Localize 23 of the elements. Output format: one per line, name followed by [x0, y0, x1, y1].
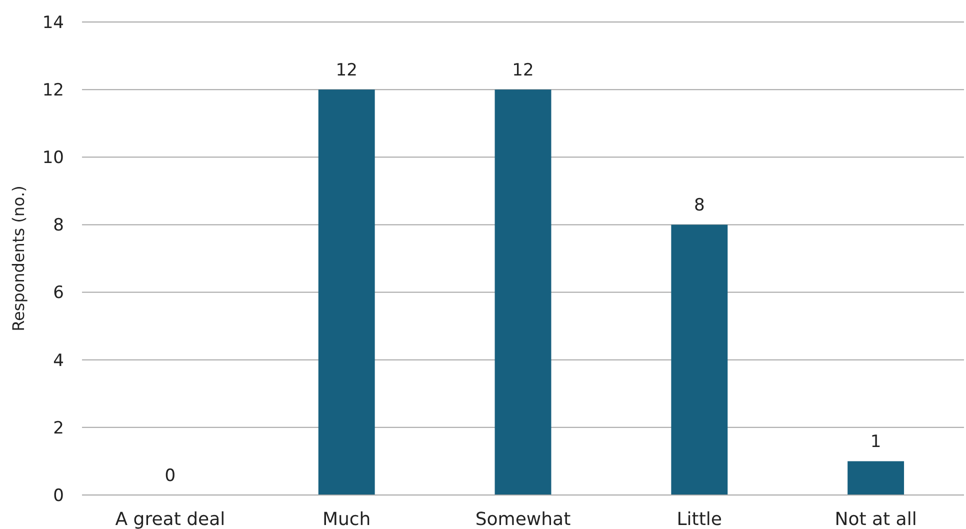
bar — [671, 224, 728, 495]
y-axis-title: Respondents (no.) — [9, 186, 28, 332]
y-tick-label: 8 — [53, 216, 64, 236]
bar — [848, 461, 904, 495]
data-label: 0 — [164, 466, 176, 486]
y-tick-label: 0 — [53, 486, 64, 506]
x-tick-label: A great deal — [115, 509, 226, 529]
x-tick-label: Much — [322, 509, 371, 529]
y-tick-label: 2 — [53, 418, 64, 438]
y-tick-label: 4 — [53, 350, 64, 371]
y-tick-label: 12 — [42, 80, 64, 101]
x-tick-label: Not at all — [834, 509, 917, 529]
data-label: 1 — [870, 432, 882, 452]
y-tick-label: 14 — [42, 12, 64, 33]
y-tick-label: 10 — [42, 148, 64, 168]
x-tick-label: Little — [676, 509, 722, 529]
x-tick-label: Somewhat — [475, 509, 571, 529]
y-tick-label: 6 — [53, 283, 64, 304]
data-label: 12 — [336, 60, 358, 81]
bar — [318, 90, 375, 495]
bar — [494, 90, 552, 495]
data-label: 8 — [694, 196, 705, 216]
data-label: 12 — [512, 60, 534, 81]
